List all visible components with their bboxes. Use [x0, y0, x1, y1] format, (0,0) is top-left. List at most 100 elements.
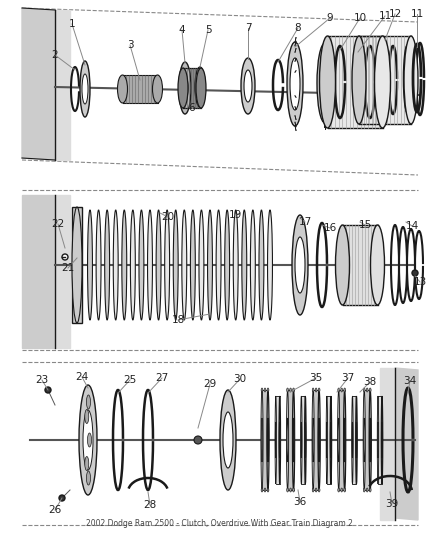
- Bar: [328, 36, 382, 128]
- Text: 7: 7: [245, 23, 251, 33]
- Polygon shape: [55, 10, 70, 160]
- Text: 10: 10: [353, 13, 367, 23]
- Ellipse shape: [191, 210, 195, 320]
- Text: 20: 20: [162, 212, 175, 222]
- Ellipse shape: [326, 422, 327, 458]
- Ellipse shape: [156, 210, 161, 320]
- Text: 29: 29: [203, 379, 217, 389]
- Text: 4: 4: [179, 25, 185, 35]
- Ellipse shape: [86, 471, 91, 485]
- Ellipse shape: [344, 488, 346, 492]
- Text: 36: 36: [293, 497, 307, 507]
- Bar: [327, 396, 331, 484]
- Text: 17: 17: [298, 217, 311, 227]
- Bar: [276, 396, 280, 484]
- Ellipse shape: [220, 390, 236, 490]
- Ellipse shape: [318, 488, 320, 492]
- Ellipse shape: [264, 388, 266, 392]
- Ellipse shape: [381, 396, 383, 484]
- Ellipse shape: [105, 210, 110, 320]
- Ellipse shape: [338, 418, 339, 462]
- Text: 6: 6: [189, 103, 195, 113]
- Ellipse shape: [371, 225, 385, 305]
- Ellipse shape: [194, 436, 202, 444]
- Ellipse shape: [286, 388, 289, 392]
- Ellipse shape: [369, 388, 371, 392]
- Ellipse shape: [152, 75, 162, 103]
- Ellipse shape: [165, 210, 170, 320]
- Ellipse shape: [241, 58, 255, 114]
- Ellipse shape: [293, 488, 294, 492]
- Ellipse shape: [251, 210, 255, 320]
- Ellipse shape: [330, 396, 332, 484]
- Ellipse shape: [261, 418, 263, 462]
- Ellipse shape: [366, 388, 368, 392]
- Ellipse shape: [326, 396, 328, 484]
- Ellipse shape: [366, 488, 368, 492]
- Ellipse shape: [223, 412, 233, 468]
- Text: 12: 12: [389, 9, 402, 19]
- Ellipse shape: [261, 388, 263, 392]
- Bar: [301, 396, 305, 484]
- Ellipse shape: [264, 488, 266, 492]
- Text: 30: 30: [233, 374, 247, 384]
- Ellipse shape: [352, 396, 353, 484]
- Ellipse shape: [319, 36, 336, 128]
- Ellipse shape: [275, 396, 276, 484]
- Ellipse shape: [312, 488, 314, 492]
- Ellipse shape: [117, 75, 127, 103]
- Ellipse shape: [225, 210, 230, 320]
- Text: 22: 22: [51, 219, 65, 229]
- Ellipse shape: [320, 59, 330, 107]
- Ellipse shape: [85, 409, 89, 424]
- Text: 11: 11: [410, 9, 424, 19]
- Bar: [262, 390, 268, 490]
- Ellipse shape: [279, 396, 280, 484]
- Ellipse shape: [293, 388, 294, 392]
- Ellipse shape: [330, 422, 331, 458]
- Ellipse shape: [315, 388, 317, 392]
- Ellipse shape: [381, 422, 382, 458]
- Text: 27: 27: [155, 373, 169, 383]
- Ellipse shape: [338, 388, 339, 392]
- Ellipse shape: [267, 488, 269, 492]
- Ellipse shape: [356, 396, 357, 484]
- Ellipse shape: [279, 422, 280, 458]
- Ellipse shape: [312, 388, 314, 392]
- Text: 14: 14: [406, 221, 419, 231]
- Ellipse shape: [364, 418, 365, 462]
- Ellipse shape: [88, 210, 92, 320]
- Ellipse shape: [148, 210, 152, 320]
- Ellipse shape: [79, 385, 97, 495]
- Ellipse shape: [377, 396, 379, 484]
- Ellipse shape: [312, 390, 314, 490]
- Bar: [72, 207, 82, 323]
- Text: 1: 1: [69, 19, 75, 29]
- Ellipse shape: [216, 210, 221, 320]
- Text: 5: 5: [205, 25, 211, 35]
- Ellipse shape: [287, 418, 288, 462]
- Bar: [359, 36, 411, 124]
- Ellipse shape: [244, 70, 252, 102]
- Ellipse shape: [267, 418, 268, 462]
- Ellipse shape: [268, 210, 272, 320]
- Text: 3: 3: [127, 40, 133, 50]
- Ellipse shape: [62, 254, 68, 260]
- Ellipse shape: [80, 61, 90, 117]
- Text: 2002 Dodge Ram 2500 - Clutch, Overdrive With Gear Train Diagram 2: 2002 Dodge Ram 2500 - Clutch, Overdrive …: [85, 519, 353, 528]
- Ellipse shape: [318, 388, 320, 392]
- Ellipse shape: [45, 387, 51, 393]
- Ellipse shape: [72, 207, 82, 323]
- Text: 25: 25: [124, 375, 137, 385]
- Text: 15: 15: [358, 220, 371, 230]
- Ellipse shape: [290, 388, 291, 392]
- Ellipse shape: [352, 422, 353, 458]
- Polygon shape: [55, 195, 70, 348]
- Ellipse shape: [305, 422, 306, 458]
- Ellipse shape: [318, 418, 320, 462]
- Ellipse shape: [267, 388, 269, 392]
- Text: 37: 37: [341, 373, 355, 383]
- Ellipse shape: [317, 43, 333, 123]
- Ellipse shape: [82, 74, 88, 104]
- Ellipse shape: [261, 488, 263, 492]
